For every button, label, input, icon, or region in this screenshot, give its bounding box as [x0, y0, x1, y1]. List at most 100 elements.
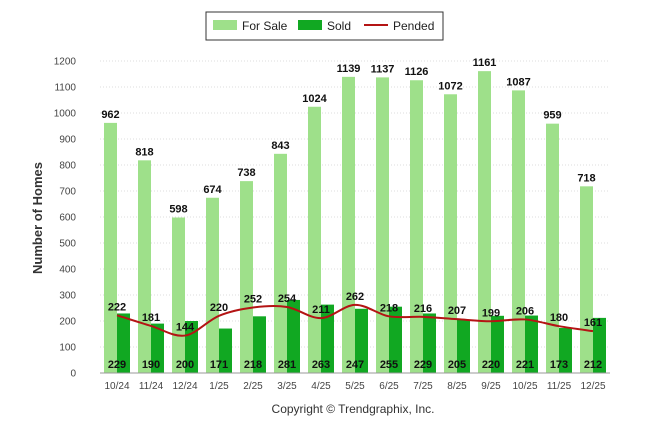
bar-sold: [491, 315, 504, 373]
data-label-pended: 181: [142, 312, 160, 324]
x-tick-label: 10/25: [512, 381, 537, 392]
y-tick-label: 600: [59, 213, 76, 224]
bar-for-sale: [104, 122, 117, 373]
data-label-for-sale: 1072: [438, 80, 462, 92]
bar-for-sale: [206, 197, 219, 373]
line-pended: [116, 303, 594, 337]
data-label-for-sale: 1087: [506, 76, 530, 88]
x-tick-label: 7/25: [413, 381, 433, 392]
y-tick-label: 100: [59, 343, 76, 354]
bar-for-sale: [138, 160, 151, 373]
copyright-notice: Copyright © Trendgraphix, Inc.: [272, 402, 435, 416]
legend-label-pended: Pended: [393, 19, 434, 33]
y-tick-label: 500: [59, 239, 76, 250]
data-label-sold: 205: [448, 359, 466, 371]
bar-for-sale: [376, 77, 389, 373]
x-tick-label: 5/25: [345, 381, 365, 392]
bar-sold: [559, 328, 572, 373]
bar-for-sale: [308, 106, 321, 373]
data-label-sold: 281: [278, 359, 296, 371]
y-tick-label: 700: [59, 187, 76, 198]
bar-sold: [457, 319, 470, 373]
bar-sold: [355, 308, 368, 373]
data-label-sold: 218: [244, 359, 262, 371]
y-tick-label: 0: [70, 369, 76, 380]
bar-for-sale: [478, 71, 491, 373]
y-axis-title: Number of Homes: [30, 162, 45, 274]
data-label-for-sale: 1139: [337, 63, 361, 75]
data-label-for-sale: 959: [543, 110, 561, 122]
bar-for-sale: [342, 76, 355, 374]
y-tick-label: 800: [59, 161, 76, 172]
data-label-for-sale: 1137: [371, 63, 395, 75]
x-tick-label: 1/25: [209, 381, 229, 392]
data-label-for-sale: 843: [271, 140, 289, 152]
data-label-sold: 229: [108, 359, 126, 371]
data-label-sold: 255: [380, 359, 398, 371]
data-label-for-sale: 738: [237, 167, 255, 179]
x-tick-label: 11/24: [139, 381, 164, 392]
x-tick-label: 8/25: [447, 381, 467, 392]
data-label-for-sale: 598: [169, 204, 187, 216]
legend-box: [205, 11, 444, 41]
data-label-for-sale: 1126: [405, 66, 429, 78]
data-labels: 962 818 598 674 738 843 1024 1139 1137 1126 1072 11…: [101, 57, 602, 371]
bar-for-sale: [410, 80, 423, 374]
bar-for-sale: [172, 217, 185, 373]
bar-sold: [117, 313, 130, 373]
data-label-sold: 190: [142, 359, 160, 371]
data-label-pended: 262: [346, 291, 364, 303]
bar-for-sale: [512, 90, 525, 373]
data-label-for-sale: 674: [203, 184, 222, 196]
bar-for-sale: [546, 123, 559, 373]
data-label-pended: 218: [380, 302, 398, 314]
bar-for-sale: [580, 186, 593, 373]
data-label-sold: 220: [482, 359, 500, 371]
y-tick-label: 1100: [54, 83, 76, 94]
data-label-pended: 199: [482, 307, 500, 319]
x-tick-label: 2/25: [243, 381, 263, 392]
data-label-pended: 211: [312, 304, 330, 316]
legend-swatch-sold: [298, 20, 322, 30]
data-label-for-sale: 718: [577, 172, 595, 184]
x-tick-label: 11/25: [547, 381, 572, 392]
data-label-for-sale: 818: [135, 146, 153, 158]
bar-sold: [287, 299, 300, 373]
x-tick-label: 9/25: [481, 381, 501, 392]
y-tick-label: 900: [59, 135, 76, 146]
x-axis-ticks: 10/24 11/24 12/24 1/25 2/25 3/25 4/25 5/25 6/25 7…: [104, 381, 605, 392]
y-axis-ticks: 0 100 200 300 400 500 600 700 800 900 1000 1100 1200: [54, 57, 77, 380]
data-label-sold: 229: [414, 359, 432, 371]
legend-swatch-for-sale: [213, 20, 237, 30]
x-tick-label: 3/25: [277, 381, 297, 392]
data-label-pended: 252: [244, 293, 262, 305]
data-label-for-sale: 1024: [302, 93, 327, 105]
data-label-sold: 247: [346, 359, 364, 371]
legend: For Sale Sold Pended: [205, 11, 444, 41]
y-tick-label: 300: [59, 291, 76, 302]
bar-sold: [389, 306, 402, 373]
x-tick-label: 12/24: [172, 381, 197, 392]
y-tick-label: 200: [59, 317, 76, 328]
bar-for-sale: [240, 181, 253, 373]
data-label-pended: 206: [516, 305, 534, 317]
bar-sold: [151, 323, 164, 373]
data-label-sold: 263: [312, 359, 330, 371]
data-label-for-sale: 1161: [473, 57, 497, 69]
legend-label-for-sale: For Sale: [242, 19, 288, 33]
x-tick-label: 12/25: [580, 381, 605, 392]
data-label-pended: 216: [414, 303, 432, 315]
data-label-sold: 173: [550, 359, 568, 371]
pended-line: [116, 303, 594, 337]
y-tick-label: 1000: [54, 109, 77, 120]
bar-sold: [253, 316, 266, 373]
data-label-pended: 222: [108, 301, 126, 313]
data-label-sold: 200: [176, 359, 194, 371]
x-tick-label: 10/24: [104, 381, 129, 392]
x-tick-label: 6/25: [379, 381, 399, 392]
bar-sold: [321, 304, 334, 373]
data-label-pended: 180: [550, 312, 568, 324]
y-tick-label: 1200: [54, 57, 77, 68]
data-label-sold: 221: [516, 359, 534, 371]
